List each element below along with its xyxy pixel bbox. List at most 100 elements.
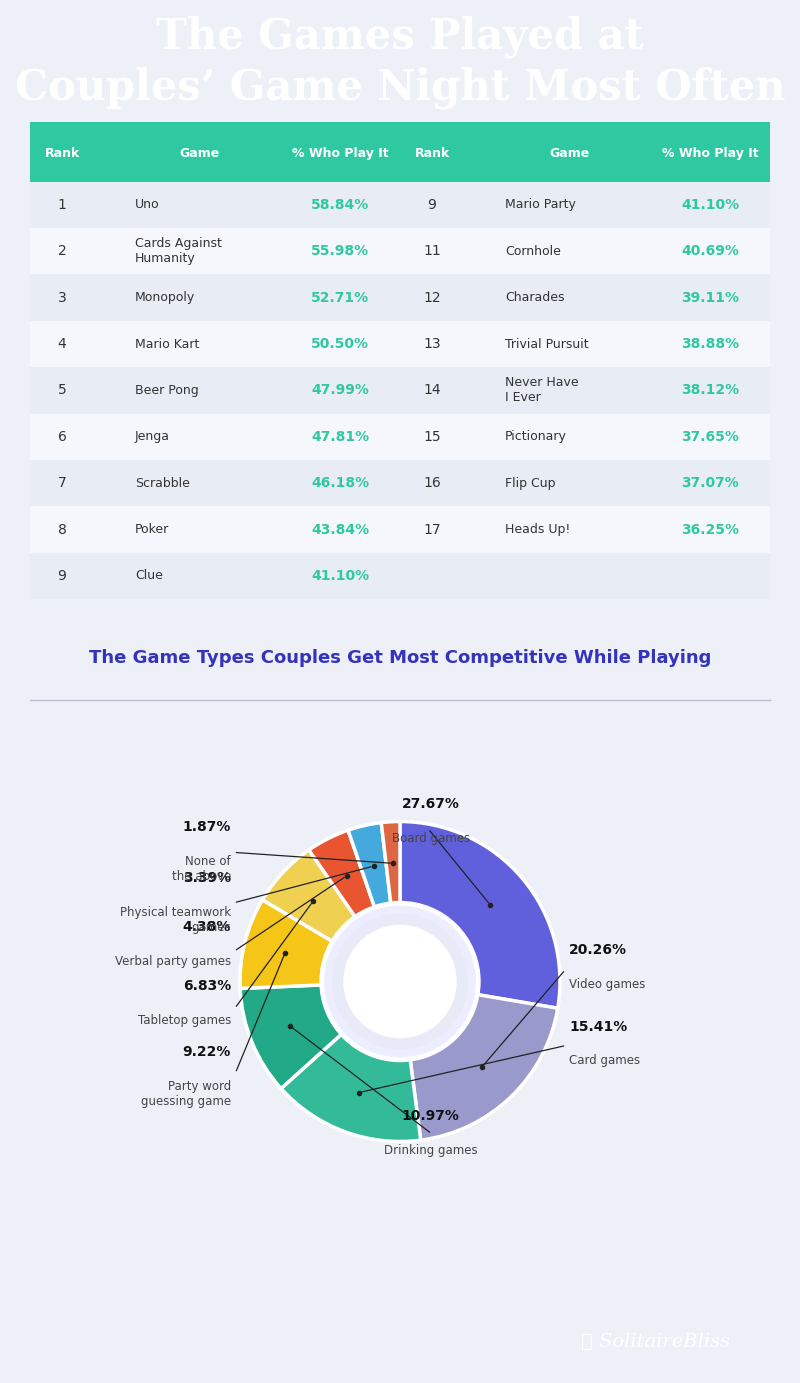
Circle shape	[344, 925, 456, 1037]
Text: 9: 9	[427, 198, 437, 212]
Text: 36.25%: 36.25%	[681, 523, 739, 537]
Text: 13: 13	[423, 337, 441, 351]
Text: 6: 6	[58, 430, 66, 444]
Text: 3.39%: 3.39%	[183, 871, 231, 885]
Text: Tabletop games: Tabletop games	[138, 1014, 231, 1026]
Text: Scrabble: Scrabble	[135, 477, 190, 490]
Text: 2: 2	[58, 245, 66, 259]
Text: Board games: Board games	[392, 833, 470, 845]
Text: 9: 9	[58, 568, 66, 584]
Text: Monopoly: Monopoly	[135, 292, 195, 304]
Circle shape	[333, 914, 467, 1048]
Wedge shape	[400, 822, 560, 1008]
Text: 17: 17	[423, 523, 441, 537]
Bar	[30, 228, 400, 274]
Text: 41.10%: 41.10%	[311, 568, 369, 584]
Text: 🂡 SolitaireBliss: 🂡 SolitaireBliss	[582, 1332, 730, 1351]
Text: 6.83%: 6.83%	[182, 979, 231, 993]
Text: Flip Cup: Flip Cup	[505, 477, 555, 490]
Text: 41.10%: 41.10%	[681, 198, 739, 212]
Text: 46.18%: 46.18%	[311, 476, 369, 490]
Text: Charades: Charades	[505, 292, 565, 304]
Text: Cornhole: Cornhole	[505, 245, 561, 257]
Bar	[30, 321, 400, 368]
Text: Rank: Rank	[44, 147, 80, 159]
Text: Never Have
I Ever: Never Have I Ever	[505, 376, 578, 404]
FancyBboxPatch shape	[400, 122, 770, 184]
Text: The Game Types Couples Get Most Competitive While Playing: The Game Types Couples Get Most Competit…	[89, 650, 711, 668]
Text: Rank: Rank	[414, 147, 450, 159]
Text: Party word
guessing game: Party word guessing game	[141, 1080, 231, 1108]
Text: 50.50%: 50.50%	[311, 337, 369, 351]
Text: % Who Play It: % Who Play It	[292, 147, 388, 159]
Text: Jenga: Jenga	[135, 430, 170, 444]
Text: 37.07%: 37.07%	[681, 476, 739, 490]
Text: The Games Played at
Couples’ Game Night Most Often: The Games Played at Couples’ Game Night …	[14, 15, 786, 109]
Text: 58.84%: 58.84%	[311, 198, 369, 212]
Bar	[400, 368, 770, 414]
Text: 15: 15	[423, 430, 441, 444]
Text: 52.71%: 52.71%	[311, 290, 369, 304]
Text: Poker: Poker	[135, 523, 170, 537]
Bar	[30, 181, 400, 228]
Text: Heads Up!: Heads Up!	[505, 523, 570, 537]
Bar	[30, 506, 400, 553]
Text: Beer Pong: Beer Pong	[135, 384, 198, 397]
Bar	[400, 321, 770, 368]
Text: 1.87%: 1.87%	[182, 820, 231, 834]
Text: Pictionary: Pictionary	[505, 430, 567, 444]
Bar	[30, 461, 400, 506]
Text: 9.22%: 9.22%	[182, 1046, 231, 1059]
Text: Card games: Card games	[569, 1054, 640, 1068]
Text: Clue: Clue	[135, 570, 163, 582]
Bar	[30, 414, 400, 461]
Bar	[30, 274, 400, 321]
Text: 15.41%: 15.41%	[569, 1019, 627, 1033]
Bar	[30, 553, 400, 599]
Text: 16: 16	[423, 476, 441, 490]
Text: 10.97%: 10.97%	[402, 1109, 460, 1123]
Text: Verbal party games: Verbal party games	[115, 956, 231, 968]
Text: Physical teamwork
games: Physical teamwork games	[120, 906, 231, 934]
FancyBboxPatch shape	[30, 122, 400, 184]
Bar	[400, 461, 770, 506]
Circle shape	[325, 906, 475, 1057]
Text: 47.99%: 47.99%	[311, 383, 369, 397]
Bar	[400, 506, 770, 553]
Bar	[400, 181, 770, 228]
Text: None of
the above: None of the above	[172, 855, 231, 882]
Text: 40.69%: 40.69%	[681, 245, 739, 259]
Text: % Who Play It: % Who Play It	[662, 147, 758, 159]
Wedge shape	[262, 851, 356, 942]
Text: 1: 1	[58, 198, 66, 212]
Wedge shape	[309, 830, 375, 918]
Text: Video games: Video games	[569, 978, 646, 990]
Text: Trivial Pursuit: Trivial Pursuit	[505, 337, 589, 350]
Text: 7: 7	[58, 476, 66, 490]
Text: 47.81%: 47.81%	[311, 430, 369, 444]
Wedge shape	[281, 1033, 421, 1141]
Text: Cards Against
Humanity: Cards Against Humanity	[135, 238, 222, 266]
Text: 11: 11	[423, 245, 441, 259]
Text: Drinking games: Drinking games	[384, 1144, 478, 1156]
Text: 55.98%: 55.98%	[311, 245, 369, 259]
Text: 4.38%: 4.38%	[182, 920, 231, 935]
Wedge shape	[240, 900, 334, 989]
Text: 39.11%: 39.11%	[681, 290, 739, 304]
Wedge shape	[348, 823, 391, 909]
Bar	[30, 368, 400, 414]
Text: 27.67%: 27.67%	[402, 798, 460, 812]
Text: 43.84%: 43.84%	[311, 523, 369, 537]
Bar	[400, 414, 770, 461]
Text: 12: 12	[423, 290, 441, 304]
Bar	[400, 274, 770, 321]
Text: Game: Game	[550, 147, 590, 159]
Text: 38.88%: 38.88%	[681, 337, 739, 351]
Circle shape	[320, 902, 480, 1062]
Text: Mario Kart: Mario Kart	[135, 337, 199, 350]
Bar	[400, 228, 770, 274]
Text: 5: 5	[58, 383, 66, 397]
Wedge shape	[382, 822, 400, 906]
Text: 4: 4	[58, 337, 66, 351]
Text: 38.12%: 38.12%	[681, 383, 739, 397]
